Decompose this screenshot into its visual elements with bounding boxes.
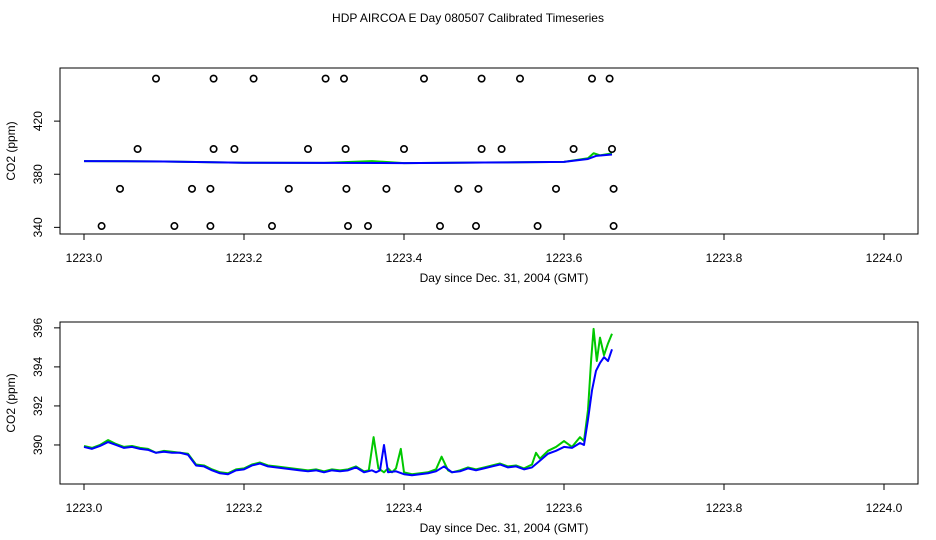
y-tick-label: 390 bbox=[31, 435, 45, 455]
data-point-marker bbox=[249, 74, 258, 83]
data-point-marker bbox=[551, 184, 560, 193]
y-tick-label: 396 bbox=[31, 318, 45, 338]
data-point-marker bbox=[342, 184, 351, 193]
y-axis-label: CO2 (ppm) bbox=[4, 121, 18, 180]
x-tick-label: 1223.8 bbox=[706, 501, 743, 515]
data-point-marker bbox=[474, 184, 483, 193]
data-point-marker bbox=[284, 184, 293, 193]
data-point-marker bbox=[382, 184, 391, 193]
data-point-marker bbox=[419, 74, 428, 83]
data-point-marker bbox=[206, 184, 215, 193]
y-tick-label: 394 bbox=[31, 357, 45, 377]
data-point-marker bbox=[267, 222, 276, 231]
data-point-marker bbox=[206, 222, 215, 231]
data-point-marker bbox=[343, 222, 352, 231]
data-point-marker bbox=[607, 145, 616, 154]
data-point-marker bbox=[170, 222, 179, 231]
x-tick-label: 1223.4 bbox=[386, 251, 423, 265]
x-tick-label: 1223.8 bbox=[706, 251, 743, 265]
data-point-marker bbox=[605, 74, 614, 83]
x-axis-label: Day since Dec. 31, 2004 (GMT) bbox=[420, 271, 589, 285]
y-tick-label: 420 bbox=[31, 111, 45, 131]
y-tick-label: 392 bbox=[31, 396, 45, 416]
plot-frame bbox=[59, 67, 919, 235]
x-tick-label: 1223.2 bbox=[226, 251, 263, 265]
data-point-marker bbox=[497, 145, 506, 154]
data-point-marker bbox=[569, 145, 578, 154]
blue-series-line bbox=[83, 153, 613, 165]
y-tick-label: 340 bbox=[31, 217, 45, 237]
plot-frame bbox=[59, 321, 919, 485]
data-point-marker bbox=[399, 145, 408, 154]
data-point-marker bbox=[230, 145, 239, 154]
data-point-marker bbox=[133, 145, 142, 154]
data-point-marker bbox=[363, 222, 372, 231]
data-point-marker bbox=[303, 145, 312, 154]
data-point-marker bbox=[477, 145, 486, 154]
data-point-marker bbox=[477, 74, 486, 83]
x-tick-label: 1223.0 bbox=[66, 251, 103, 265]
data-point-marker bbox=[471, 222, 480, 231]
data-point-marker bbox=[339, 74, 348, 83]
data-point-marker bbox=[209, 74, 218, 83]
y-tick-label: 380 bbox=[31, 164, 45, 184]
data-point-marker bbox=[321, 74, 330, 83]
blue-series-line bbox=[83, 349, 613, 477]
bottom-panel: 1223.0 1223.2 1223.4 1223.6 1223.8 1224.0 390 3… bbox=[4, 318, 919, 535]
data-point-marker bbox=[97, 222, 106, 231]
data-point-marker bbox=[152, 74, 161, 83]
data-point-marker bbox=[188, 184, 197, 193]
x-tick-label: 1223.6 bbox=[546, 251, 583, 265]
data-point-marker bbox=[587, 74, 596, 83]
y-axis-label: CO2 (ppm) bbox=[4, 373, 18, 432]
data-point-marker bbox=[609, 222, 618, 231]
data-point-marker bbox=[533, 222, 542, 231]
data-point-marker bbox=[209, 145, 218, 154]
top-panel: 1223.0 1223.2 1223.4 1223.6 1223.8 1224.0 340 3… bbox=[4, 67, 919, 285]
x-axis-label: Day since Dec. 31, 2004 (GMT) bbox=[420, 521, 589, 535]
chart-title: HDP AIRCOA E Day 080507 Calibrated Times… bbox=[332, 11, 604, 25]
plot-area bbox=[83, 327, 613, 477]
x-tick-label: 1223.2 bbox=[226, 501, 263, 515]
x-tick-label: 1223.0 bbox=[66, 501, 103, 515]
x-tick-label: 1223.4 bbox=[386, 501, 423, 515]
data-point-marker bbox=[116, 184, 125, 193]
data-point-marker bbox=[454, 184, 463, 193]
plot-area bbox=[83, 152, 613, 165]
x-tick-label: 1224.0 bbox=[866, 251, 903, 265]
data-point-marker bbox=[609, 184, 618, 193]
x-tick-label: 1224.0 bbox=[866, 501, 903, 515]
data-point-marker bbox=[435, 222, 444, 231]
x-tick-label: 1223.6 bbox=[546, 501, 583, 515]
data-point-marker bbox=[515, 74, 524, 83]
data-point-marker bbox=[341, 145, 350, 154]
